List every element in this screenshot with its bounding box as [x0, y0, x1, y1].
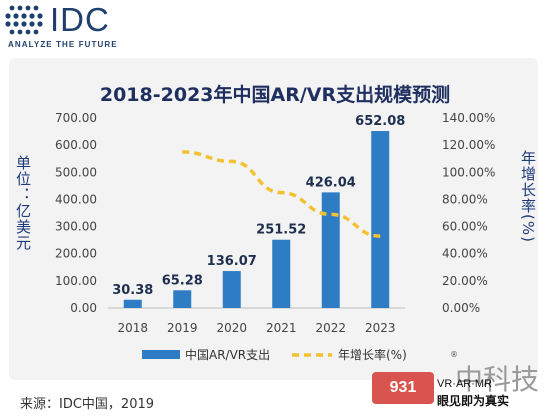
bar-value-label: 136.07 [207, 254, 257, 269]
legend-label-bars: 中国AR/VR支出 [185, 347, 270, 362]
y2-tick-label: 140.00% [442, 111, 495, 125]
y-tick-label: 600.00 [55, 138, 97, 152]
y-axis-label-right: 年增长率(%) [519, 150, 537, 243]
y2-tick-label: 60.00% [442, 220, 488, 234]
chart-title: 2018-2023年中国AR/VR支出规模预测 [99, 84, 451, 106]
watermark-line1: VR·AR·MR [437, 378, 492, 390]
y2-tick-label: 40.00% [442, 247, 488, 261]
y-tick-label: 700.00 [55, 111, 97, 125]
source-note: 来源：IDC中国，2019 [20, 397, 155, 412]
watermark-line2: 眼见即为真实 [437, 394, 510, 408]
y-tick-label: 200.00 [55, 247, 97, 261]
watermark-badge: 931 [372, 372, 434, 404]
y2-tick-label: 0.00% [442, 301, 480, 315]
bar-2018 [123, 299, 142, 308]
bar-2023 [371, 131, 390, 308]
watermark-text: 中科技 [455, 363, 540, 396]
x-tick-label: 2023 [365, 321, 396, 335]
x-tick-label: 2022 [315, 321, 346, 335]
growth-rate-line [182, 150, 381, 238]
y2-tick-label: 80.00% [442, 192, 488, 206]
y2-tick-label: 100.00% [442, 165, 495, 179]
x-tick-label: 2020 [216, 321, 247, 335]
bar-value-label: 652.08 [355, 114, 405, 129]
y-tick-label: 100.00 [55, 274, 97, 288]
bar-2021 [272, 239, 291, 308]
x-tick-label: 2019 [167, 321, 198, 335]
bar-2020 [222, 271, 241, 308]
y-tick-label: 500.00 [55, 165, 97, 179]
logo-tagline: ANALYZE THE FUTURE [8, 40, 118, 49]
x-tick-label: 2018 [117, 321, 148, 335]
bar-2022 [321, 192, 340, 308]
bar-2019 [173, 290, 192, 308]
bar-value-label: 251.52 [256, 223, 306, 238]
logo-text: IDC [50, 1, 110, 38]
legend-label-line: 年增长率(%) [338, 347, 407, 362]
bar-value-label: 65.28 [162, 273, 203, 288]
bar-value-label: 426.04 [306, 175, 356, 190]
x-tick-label: 2021 [266, 321, 297, 335]
chart-panel [9, 58, 538, 380]
y-axis-label-left: 单位：亿美元 [14, 155, 32, 251]
registered-mark: ® [450, 350, 458, 359]
y2-tick-label: 20.00% [442, 274, 488, 288]
idc-logo: IDC ANALYZE THE FUTURE [0, 0, 150, 60]
y2-tick-label: 120.00% [442, 138, 495, 152]
y-tick-label: 300.00 [55, 220, 97, 234]
globe-icon [5, 5, 43, 35]
y-tick-label: 400.00 [55, 192, 97, 206]
legend-swatch-bars [142, 350, 180, 359]
bar-value-label: 30.38 [112, 283, 153, 298]
y-tick-label: 0.00 [70, 301, 97, 315]
